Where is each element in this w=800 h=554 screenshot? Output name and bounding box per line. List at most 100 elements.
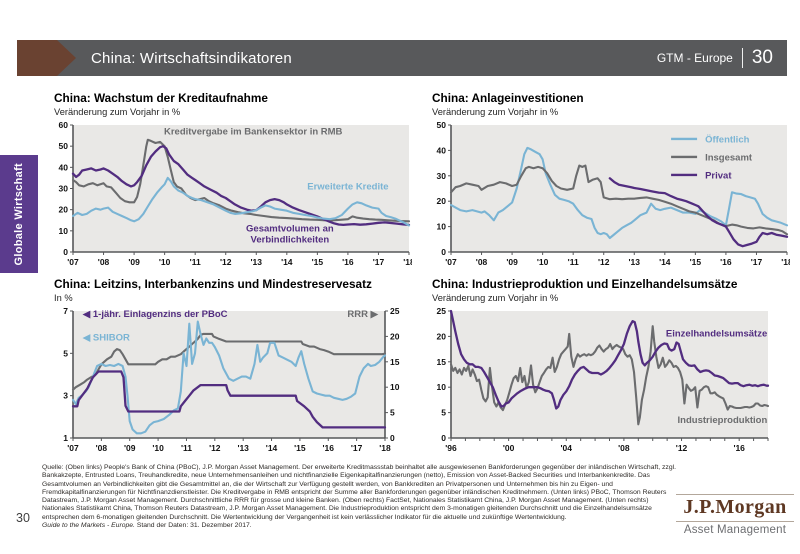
svg-text:40: 40	[437, 145, 447, 155]
data-date: Stand der Daten: 31. Dezember 2017.	[136, 521, 252, 529]
chart-credit-growth: China: Wachstum der Kreditaufnahme Verän…	[48, 91, 412, 269]
svg-text:'15: '15	[690, 257, 702, 267]
asset-management-label: Asset Management	[683, 524, 787, 536]
svg-text:5: 5	[63, 348, 68, 358]
chart-title: China: Anlageinvestitionen	[432, 91, 584, 105]
svg-text:'09: '09	[124, 443, 136, 453]
svg-text:20: 20	[437, 331, 447, 341]
svg-text:'12: '12	[209, 443, 221, 453]
rates-rrr-plot: '07 '08 '09 '10 '11 '12 '13 '14 '15 '16 '17 '18 1 3 5 7…	[63, 306, 400, 453]
svg-text:'09: '09	[506, 257, 518, 267]
svg-text:3: 3	[63, 390, 68, 400]
svg-text:◀ SHIBOR: ◀ SHIBOR	[82, 332, 130, 343]
chart-subtitle: Veränderung zum Vorjahr in %	[54, 106, 181, 117]
section-tab-globale-wirtschaft[interactable]: Globale Wirtschaft	[0, 155, 38, 273]
svg-text:20: 20	[390, 331, 400, 341]
section-tab-label: Globale Wirtschaft	[13, 162, 25, 266]
chart-subtitle: Veränderung zum Vorjahr in %	[432, 292, 559, 303]
header-bar: China: Wirtschaftsindikatoren GTM - Euro…	[57, 40, 787, 76]
svg-text:30: 30	[59, 183, 69, 193]
svg-text:Erweiterte Kredite: Erweiterte Kredite	[307, 181, 388, 192]
svg-text:60: 60	[59, 120, 69, 130]
svg-text:'14: '14	[281, 257, 293, 267]
svg-text:'17: '17	[373, 257, 385, 267]
svg-text:'16: '16	[733, 443, 745, 453]
svg-text:0: 0	[63, 247, 68, 257]
svg-text:'11: '11	[190, 257, 201, 267]
svg-text:25: 25	[437, 306, 447, 316]
source-note: Quelle: (Oben links) People's Bank of Ch…	[42, 464, 676, 530]
guide-line: Guide to the Markets - Europe. Stand der…	[42, 522, 676, 530]
chart-title: China: Industrieproduktion und Einzelhan…	[432, 277, 738, 291]
svg-text:Industrieproduktion: Industrieproduktion	[678, 415, 768, 426]
page-title: China: Wirtschaftsindikatoren	[91, 49, 292, 67]
source-text: Quelle: (Oben links) People's Bank of Ch…	[42, 464, 677, 521]
svg-text:'16: '16	[720, 257, 732, 267]
page-number: 30	[16, 511, 30, 525]
svg-text:'04: '04	[561, 443, 573, 453]
svg-text:0: 0	[441, 247, 446, 257]
svg-text:'15: '15	[294, 443, 306, 453]
svg-text:'08: '08	[618, 443, 630, 453]
svg-text:30: 30	[437, 171, 447, 181]
svg-text:Öffentlich: Öffentlich	[705, 134, 750, 145]
svg-text:'12: '12	[598, 257, 610, 267]
svg-text:'07: '07	[67, 443, 79, 453]
svg-text:50: 50	[59, 141, 69, 151]
chart-rates-rrr: China: Leitzins, Interbankenzins und Min…	[48, 277, 412, 455]
chart-subtitle: Veränderung zum Vorjahr in %	[432, 106, 559, 117]
svg-text:Insgesamt: Insgesamt	[705, 152, 753, 163]
chart-title: China: Leitzins, Interbankenzins und Min…	[54, 277, 372, 291]
svg-text:5: 5	[441, 407, 446, 417]
fixed-asset-investment-plot: '07 '08 '09 '10 '11 '12 '13 '14 '15 '16 '17 '18 0 10 2…	[437, 120, 790, 267]
credit-growth-plot: '07 '08 '09 '10 '11 '12 '13 '14 '15 '16 '17 '18 0 10 2…	[59, 120, 412, 267]
svg-text:5: 5	[390, 407, 395, 417]
svg-text:'18: '18	[781, 257, 790, 267]
slide-number: 30	[751, 47, 773, 68]
svg-text:'16: '16	[323, 443, 335, 453]
header-right: GTM - Europe 30	[657, 47, 773, 69]
guide-title: Guide to the Markets - Europe.	[42, 521, 135, 529]
svg-text:'18: '18	[403, 257, 412, 267]
svg-text:'07: '07	[445, 257, 457, 267]
svg-text:'16: '16	[342, 257, 354, 267]
chart-subtitle: In %	[54, 292, 73, 303]
svg-text:◀ 1-jähr. Einlagenzins der PBo: ◀ 1-jähr. Einlagenzins der PBoC	[82, 309, 228, 320]
svg-text:25: 25	[390, 306, 400, 316]
svg-text:'10: '10	[159, 257, 171, 267]
divider	[741, 48, 743, 68]
chart-ip-retail: China: Industrieproduktion und Einzelhan…	[426, 277, 790, 455]
svg-text:0: 0	[390, 433, 395, 443]
svg-text:20: 20	[59, 204, 69, 214]
chart-title: China: Wachstum der Kreditaufnahme	[54, 91, 268, 105]
svg-text:'08: '08	[98, 257, 110, 267]
svg-text:'00: '00	[503, 443, 515, 453]
svg-text:'10: '10	[537, 257, 549, 267]
svg-text:'13: '13	[237, 443, 249, 453]
svg-text:'14: '14	[266, 443, 278, 453]
svg-text:'96: '96	[445, 443, 457, 453]
svg-text:RRR ▶: RRR ▶	[347, 309, 379, 320]
svg-text:Einzelhandelsumsätze: Einzelhandelsumsätze	[666, 328, 767, 339]
svg-text:10: 10	[59, 226, 69, 236]
svg-text:'12: '12	[676, 443, 688, 453]
svg-text:10: 10	[437, 221, 447, 231]
svg-text:'11: '11	[181, 443, 192, 453]
svg-text:Kreditvergabe im Bankensektor: Kreditvergabe im Bankensektor in RMB	[164, 126, 343, 137]
svg-text:15: 15	[390, 357, 400, 367]
svg-text:1: 1	[63, 433, 68, 443]
svg-text:'17: '17	[351, 443, 363, 453]
svg-text:40: 40	[59, 162, 69, 172]
svg-text:'18: '18	[379, 443, 391, 453]
svg-text:10: 10	[437, 382, 447, 392]
svg-text:0: 0	[441, 433, 446, 443]
svg-text:50: 50	[437, 120, 447, 130]
svg-text:'14: '14	[659, 257, 671, 267]
svg-text:'15: '15	[312, 257, 324, 267]
jpmorgan-wordmark: J.P.Morgan	[676, 494, 794, 522]
svg-text:'17: '17	[751, 257, 763, 267]
svg-text:10: 10	[390, 382, 400, 392]
svg-text:'10: '10	[152, 443, 164, 453]
